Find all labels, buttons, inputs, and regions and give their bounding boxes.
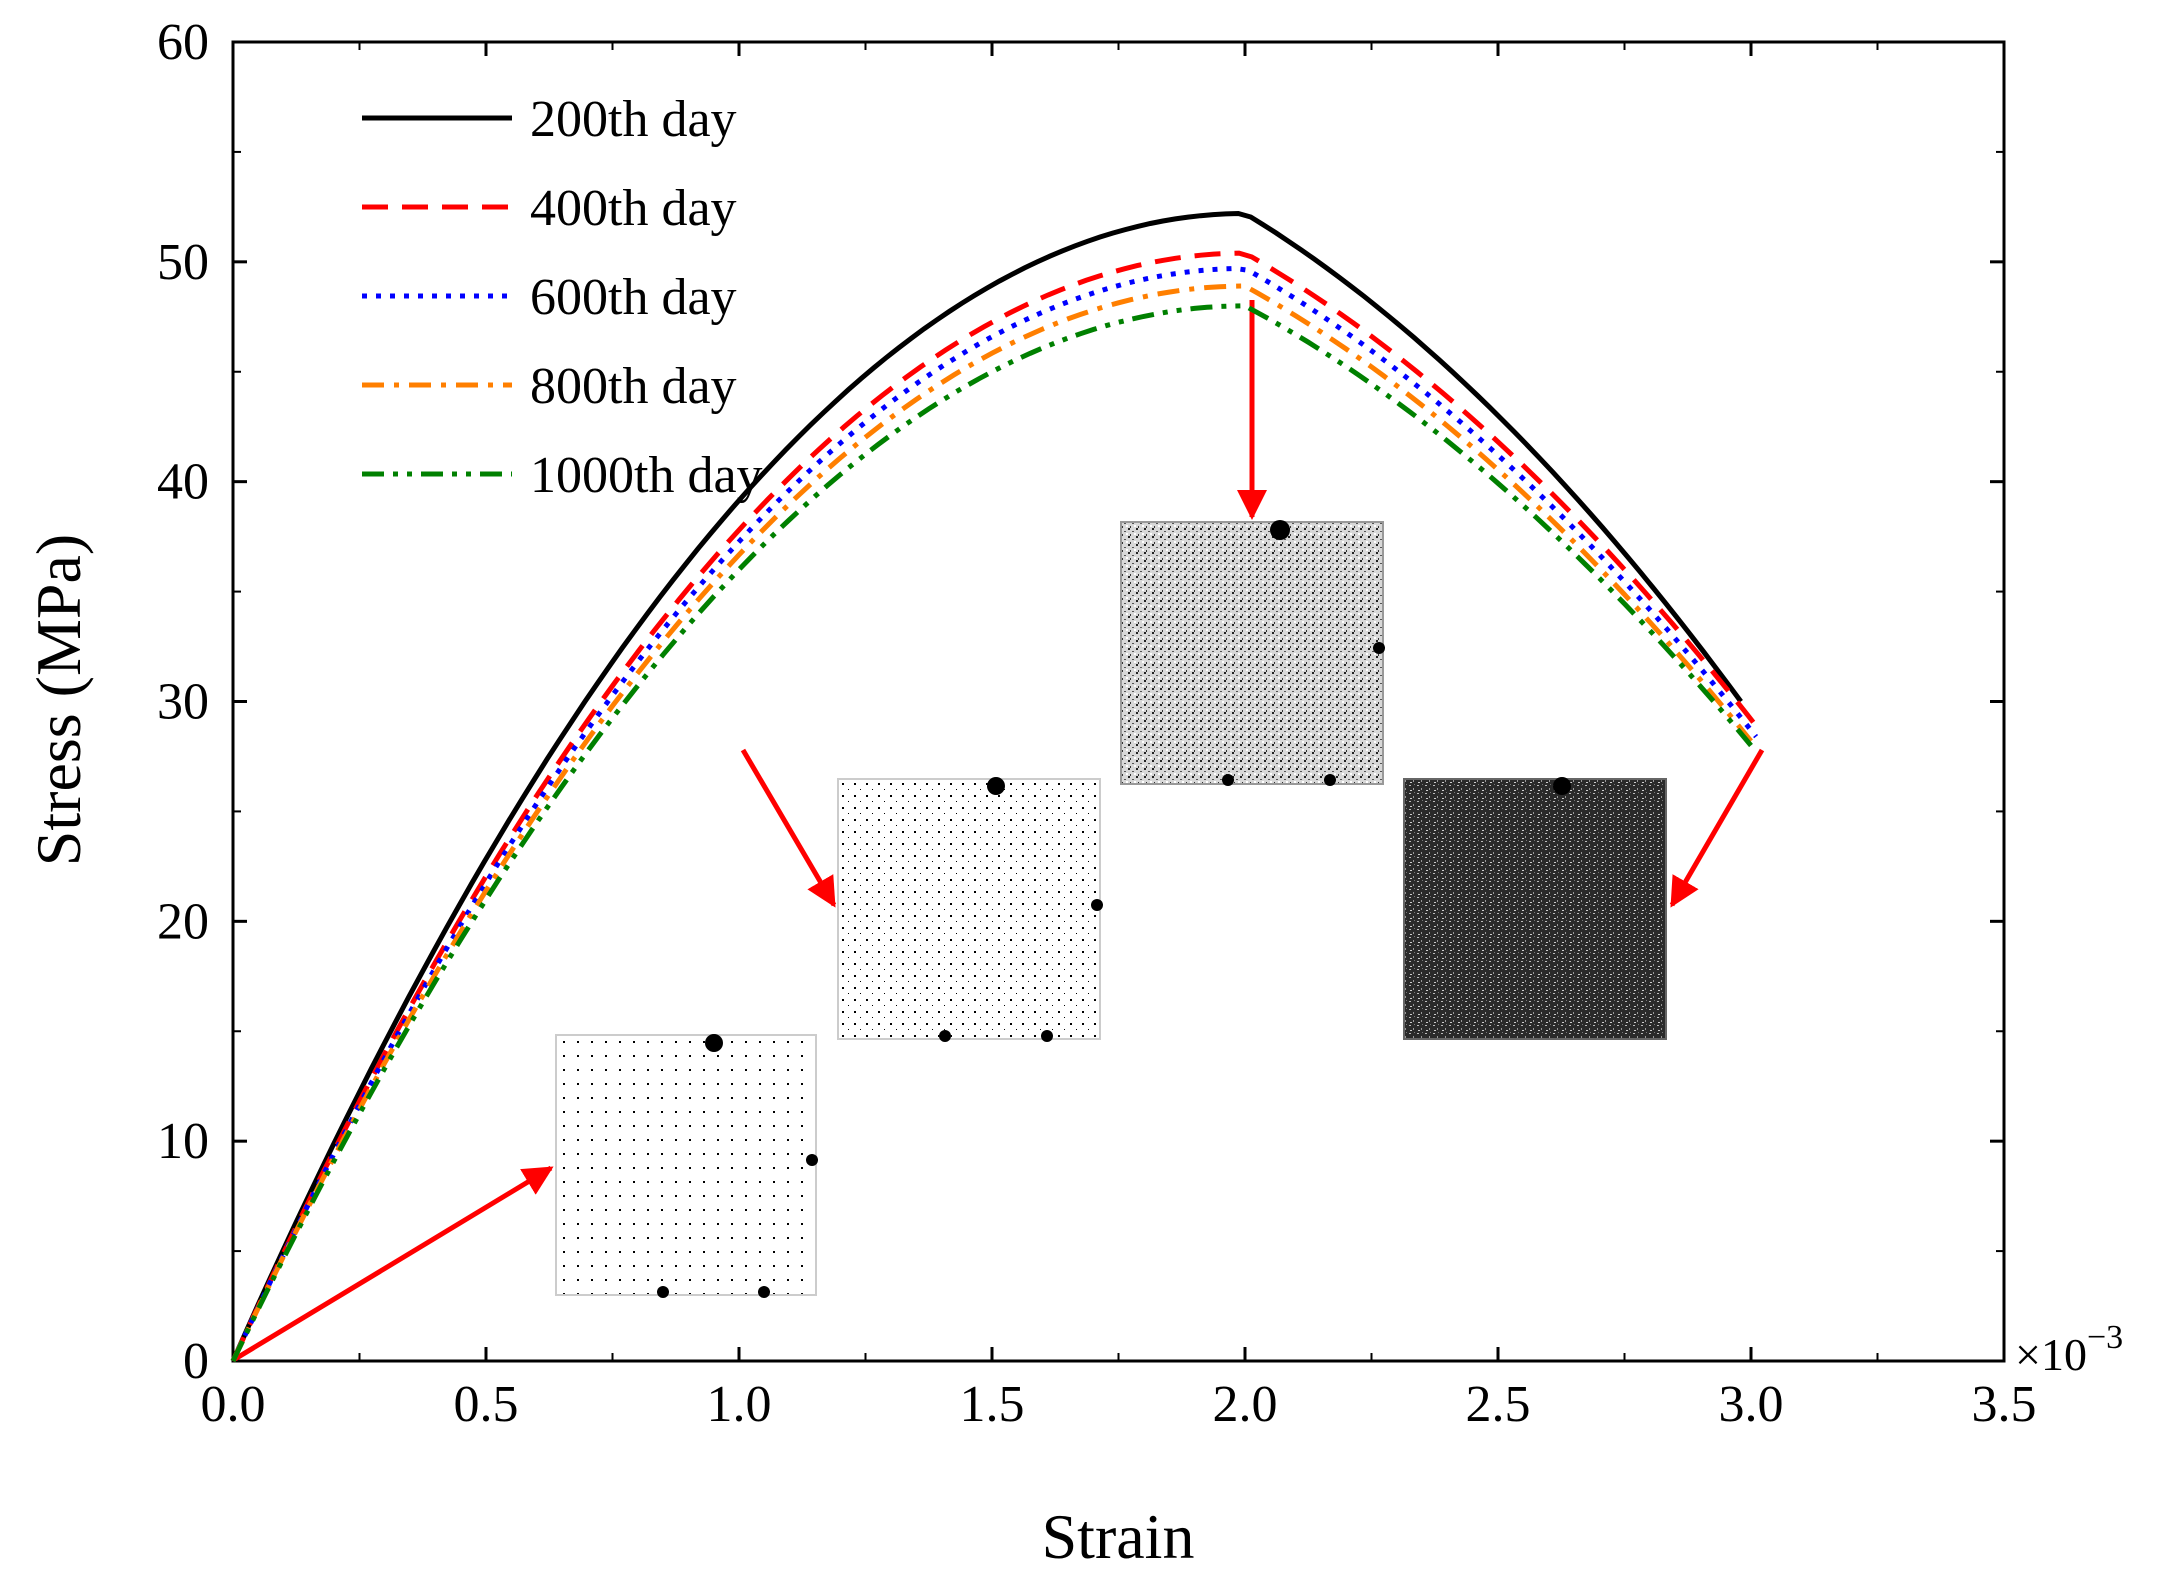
pore-marker bbox=[758, 1286, 770, 1298]
annotation-arrows bbox=[233, 300, 1765, 1362]
legend-label: 200th day bbox=[530, 91, 737, 148]
x-tick-label: 2.5 bbox=[1466, 1376, 1531, 1433]
y-tick-label: 40 bbox=[157, 454, 209, 511]
x-tick-label: 1.5 bbox=[960, 1376, 1025, 1433]
legend-label: 400th day bbox=[530, 180, 737, 237]
x-tick-labels: 0.0 0.5 1.0 1.5 2.0 2.5 3.0 3.5 bbox=[201, 1376, 2037, 1433]
damage-insets bbox=[555, 520, 1667, 1298]
arrow-2 bbox=[740, 748, 837, 908]
arrow-4 bbox=[1669, 748, 1765, 908]
pore-marker bbox=[1270, 520, 1290, 540]
x-multiplier-exponent: −3 bbox=[2087, 1319, 2123, 1356]
arrow-1 bbox=[233, 1165, 554, 1362]
damage-image-4 bbox=[1403, 778, 1667, 1040]
pore-marker bbox=[657, 1286, 669, 1298]
legend: 200th day 400th day 600th day 800th day 1000… bbox=[362, 91, 763, 504]
legend-label: 1000th day bbox=[530, 447, 763, 504]
y-tick-labels: 0 10 20 30 40 50 60 bbox=[157, 14, 209, 1390]
pore-marker bbox=[987, 777, 1005, 795]
x-axis-title: Strain bbox=[1042, 1501, 1195, 1572]
pore-marker bbox=[939, 1030, 951, 1042]
pore-marker bbox=[1222, 774, 1234, 786]
y-tick-label: 60 bbox=[157, 14, 209, 71]
pore-marker bbox=[705, 1034, 723, 1052]
series-line bbox=[230, 283, 1753, 1363]
legend-label: 800th day bbox=[530, 358, 737, 415]
x-multiplier: ×10−3 bbox=[2015, 1319, 2123, 1380]
x-tick-label: 2.0 bbox=[1213, 1376, 1278, 1433]
data-series bbox=[230, 210, 1764, 1363]
y-tick-label: 30 bbox=[157, 674, 209, 731]
damage-image-1 bbox=[555, 1034, 817, 1296]
x-tick-label: 0.5 bbox=[454, 1376, 519, 1433]
series-line bbox=[230, 265, 1759, 1363]
pore-marker bbox=[806, 1154, 818, 1166]
legend-label: 600th day bbox=[530, 269, 737, 326]
damage-image-2 bbox=[837, 778, 1101, 1040]
pore-marker bbox=[1324, 774, 1336, 786]
x-tick-label: 3.5 bbox=[1972, 1376, 2037, 1433]
pore-marker bbox=[1041, 1030, 1053, 1042]
series-line bbox=[230, 250, 1764, 1363]
y-tick-label: 0 bbox=[183, 1333, 209, 1390]
y-axis-title: Stress (MPa) bbox=[23, 534, 94, 866]
pore-marker bbox=[1373, 642, 1385, 654]
y-tick-label: 10 bbox=[157, 1113, 209, 1170]
x-multiplier-base: ×10 bbox=[2015, 1329, 2087, 1380]
x-tick-label: 3.0 bbox=[1719, 1376, 1784, 1433]
series-line bbox=[230, 303, 1753, 1363]
pore-marker bbox=[1091, 899, 1103, 911]
x-tick-label: 1.0 bbox=[707, 1376, 772, 1433]
damage-image-3 bbox=[1120, 521, 1384, 785]
y-tick-label: 50 bbox=[157, 234, 209, 291]
axis-ticks bbox=[231, 40, 2006, 1363]
x-tick-label: 0.0 bbox=[201, 1376, 266, 1433]
series-line bbox=[230, 210, 1743, 1363]
y-tick-label: 20 bbox=[157, 893, 209, 950]
pore-marker bbox=[1553, 777, 1571, 795]
